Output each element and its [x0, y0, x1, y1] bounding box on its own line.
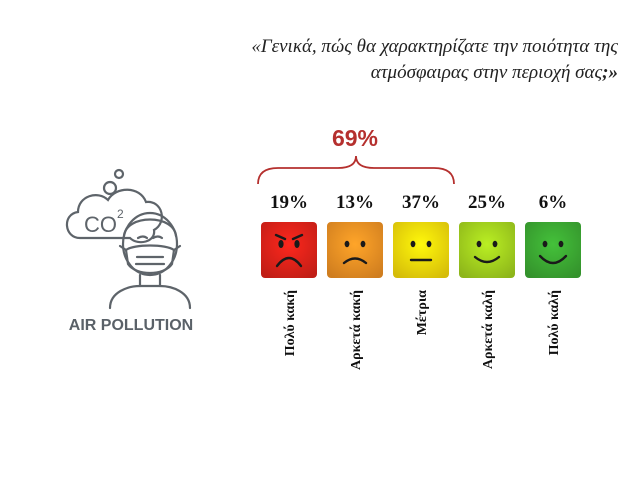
- question-punctuation: ;»: [602, 62, 618, 83]
- category-label: Αρκετά καλή: [481, 290, 496, 369]
- face-tile: [525, 222, 581, 278]
- co2-cloud-icon: [65, 168, 163, 244]
- value-label: 13%: [336, 192, 374, 213]
- face-happy-icon: [459, 222, 515, 278]
- category-label: Αρκετά κακή: [349, 290, 364, 370]
- value-label: 25%: [468, 192, 506, 213]
- face-very-sad-icon: [261, 222, 317, 278]
- air-pollution-illustration: CO 2 AIR POLLUTION: [65, 168, 193, 334]
- category-label: Πολύ καλή: [547, 290, 562, 355]
- value-label: 6%: [539, 192, 568, 213]
- rating-faces: 19% Πολύ κακή 13% Αρκετά κακή 37% Μέτρια 25% Αρ…: [261, 192, 581, 370]
- face-neutral-icon: [393, 222, 449, 278]
- person-mask-icon: [108, 211, 192, 310]
- face-tile: [261, 222, 317, 278]
- question-line-1: «Γενικά, πώς θα χαρακτηρίζατε την ποιότη…: [251, 36, 618, 57]
- face-tile: [393, 222, 449, 278]
- co2-subscript: 2: [117, 207, 124, 221]
- face-very-happy-icon: [525, 222, 581, 278]
- question-line-2: ατμόσφαιρας στην περιοχή σας: [370, 62, 603, 83]
- aggregate-percentage: 69%: [332, 125, 378, 151]
- air-pollution-label: AIR POLLUTION: [69, 317, 193, 334]
- face-tile: [459, 222, 515, 278]
- value-label: 37%: [402, 192, 440, 213]
- category-label: Μέτρια: [415, 290, 430, 335]
- aggregate-bracket: [257, 155, 455, 185]
- survey-question: «Γενικά, πώς θα χαρακτηρίζατε την ποιότη…: [98, 34, 618, 86]
- face-tile: [327, 222, 383, 278]
- value-label: 19%: [270, 192, 308, 213]
- face-sad-icon: [327, 222, 383, 278]
- co2-text: CO: [84, 212, 117, 237]
- category-label: Πολύ κακή: [283, 290, 298, 356]
